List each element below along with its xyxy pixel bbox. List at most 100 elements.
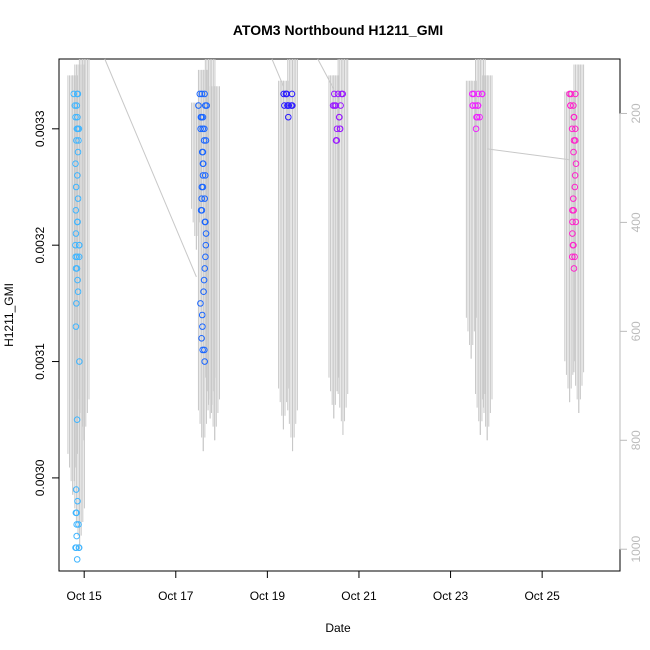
data-point xyxy=(201,125,208,133)
data-point xyxy=(75,241,83,249)
data-point xyxy=(73,125,81,133)
data-point xyxy=(201,265,209,272)
data-point xyxy=(473,113,481,121)
data-point xyxy=(74,90,82,98)
data-point xyxy=(201,90,208,98)
y2-tick-label: 600 xyxy=(629,321,643,341)
data-point xyxy=(75,253,83,261)
data-point xyxy=(198,183,206,191)
data-point xyxy=(197,113,205,121)
pressure-connector xyxy=(271,58,284,87)
data-point xyxy=(199,160,207,168)
data-point xyxy=(200,288,207,296)
data-point xyxy=(202,253,209,261)
data-point xyxy=(75,137,82,144)
data-point xyxy=(72,206,80,214)
data-point xyxy=(472,125,480,133)
data-point xyxy=(201,102,209,109)
data-point xyxy=(334,90,342,98)
data-point xyxy=(199,113,207,121)
data-point xyxy=(570,241,577,249)
x-axis: Oct 15 Oct 17 Oct 19 Oct 21 Oct 23 Oct 25 xyxy=(67,570,560,603)
data-point xyxy=(199,172,207,179)
data-point xyxy=(73,102,81,109)
data-point xyxy=(195,102,202,109)
data-point xyxy=(285,113,292,121)
data-point xyxy=(202,230,210,237)
data-point xyxy=(567,102,574,109)
y2-tick-label: 400 xyxy=(629,212,643,232)
y2-axis: 200 400 600 800 1000 xyxy=(619,103,643,563)
x-tick-label: Oct 25 xyxy=(524,589,560,603)
data-point xyxy=(478,90,486,98)
data-point xyxy=(72,544,80,552)
data-point xyxy=(339,90,347,98)
data-point xyxy=(569,195,577,202)
data-point xyxy=(74,288,82,296)
data-point xyxy=(201,358,208,365)
x-tick-label: Oct 17 xyxy=(158,589,194,603)
data-point xyxy=(202,241,210,249)
data-point xyxy=(570,102,577,109)
data-point xyxy=(470,90,478,98)
y2-tick-label: 200 xyxy=(629,103,643,123)
data-point xyxy=(73,265,81,272)
pressure-connector xyxy=(104,58,197,278)
data-point xyxy=(199,323,206,330)
data-point xyxy=(469,102,477,109)
data-point xyxy=(198,311,206,319)
data-point xyxy=(284,102,291,109)
data-point xyxy=(73,137,80,144)
data-point xyxy=(568,253,576,261)
data-point xyxy=(570,265,578,272)
pressure-connector xyxy=(487,148,570,161)
y-tick-label: 0.0030 xyxy=(33,459,47,496)
y2-tick-label: 1000 xyxy=(629,536,643,563)
data-point xyxy=(571,172,579,179)
x-tick-label: Oct 15 xyxy=(67,589,103,603)
data-point xyxy=(70,90,78,98)
data-point xyxy=(475,90,482,98)
data-point xyxy=(75,521,82,528)
y-tick-label: 0.0033 xyxy=(33,110,47,147)
data-point xyxy=(198,90,206,98)
data-point xyxy=(73,416,81,424)
data-point xyxy=(476,113,483,121)
data-point xyxy=(571,253,578,261)
data-point xyxy=(572,160,580,168)
data-point xyxy=(73,218,81,226)
data-point xyxy=(76,358,83,365)
data-point xyxy=(568,125,576,133)
data-point xyxy=(571,183,579,191)
data-point xyxy=(281,102,288,109)
data-point xyxy=(283,90,291,98)
data-point xyxy=(280,90,287,98)
data-point xyxy=(198,195,205,202)
data-point xyxy=(571,125,579,133)
data-point xyxy=(74,113,81,121)
data-point xyxy=(75,544,83,552)
data-point xyxy=(198,334,205,342)
data-point xyxy=(74,148,82,156)
data-point xyxy=(199,148,207,156)
data-point xyxy=(202,218,209,226)
data-point xyxy=(570,113,578,121)
chart-title: ATOM3 Northbound H1211_GMI xyxy=(233,22,443,38)
data-point xyxy=(569,230,576,237)
data-point xyxy=(72,160,79,168)
data-point xyxy=(569,218,576,226)
data-point xyxy=(72,183,80,191)
data-point xyxy=(197,125,204,133)
data-point xyxy=(196,90,204,98)
data-point xyxy=(201,172,209,179)
data-point xyxy=(198,206,206,214)
data-point xyxy=(287,102,295,109)
data-point xyxy=(71,102,79,109)
y-axis: 0.0030 0.0031 0.0032 0.0033 xyxy=(33,110,60,496)
data-point xyxy=(333,125,341,133)
data-point xyxy=(73,521,80,528)
data-point xyxy=(73,556,81,563)
x-tick-label: Oct 23 xyxy=(433,589,469,603)
data-point xyxy=(72,509,80,517)
